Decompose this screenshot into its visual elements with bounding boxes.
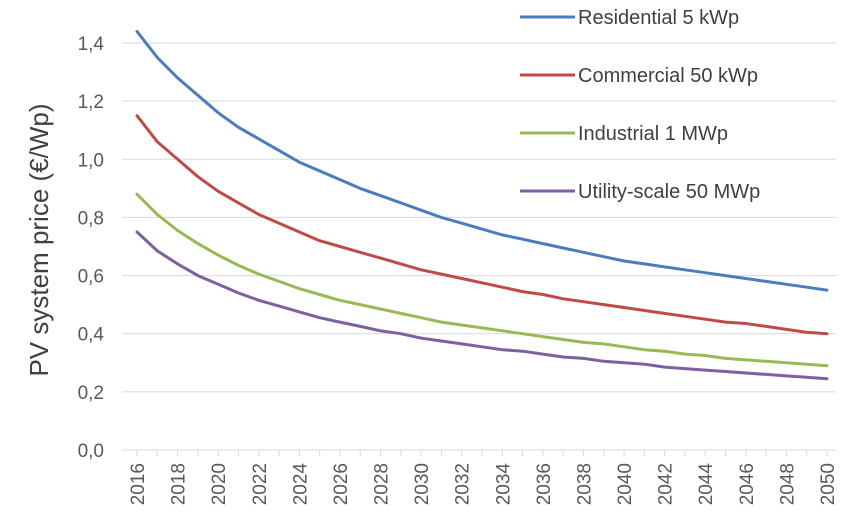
y-tick-label: 0,2 [78,383,104,404]
y-tick-label: 0,8 [78,208,104,229]
x-tick-label: 2038 [574,463,595,505]
x-tick-label: 2024 [290,463,311,506]
legend-label: Industrial 1 MWp [578,123,728,145]
y-tick-label: 0,6 [78,267,104,288]
legend: Residential 5 kWp Commercial 50 kWp Indust… [520,7,760,203]
x-tick-label: 2018 [169,463,190,505]
series-line-3 [135,192,829,368]
series-line-4 [135,230,829,381]
y-tick-label: 0,0 [78,441,104,462]
x-tick-label: 2032 [453,463,474,505]
grid [122,42,836,451]
legend-label: Commercial 50 kWp [578,65,758,87]
y-tick-label: 0,4 [78,325,105,346]
x-tick-label: 2020 [209,463,230,505]
x-tick-label: 2036 [534,463,555,505]
x-axis: 2016 2018 2020 2022 2024 2026 2028 2030 2032 2034… [128,450,839,505]
x-tick-label: 2042 [656,463,677,505]
series-line-2 [135,114,829,336]
x-tick-label: 2016 [128,463,149,505]
y-axis-title: PV system price (€/Wp) [24,103,54,376]
legend-label: Residential 5 kWp [578,7,739,29]
x-tick-label: 2046 [737,463,758,505]
x-tick-label: 2048 [777,463,798,505]
x-tick-label: 2022 [250,463,271,505]
x-tick-label: 2044 [696,463,717,506]
legend-label: Utility-scale 50 MWp [578,181,760,203]
y-tick-label: 1,4 [78,34,105,55]
series-lines [135,29,829,381]
x-tick-label: 2034 [493,463,514,506]
x-tick-label: 2030 [412,463,433,505]
y-tick-label: 1,2 [78,92,104,113]
series-line-1 [135,29,829,292]
x-tick-label: 2028 [372,463,393,505]
x-tick-label: 2026 [331,463,352,505]
y-axis: 0,0 0,2 0,4 0,6 0,8 1,0 1,2 1,4 [78,34,105,462]
x-tick-label: 2040 [615,463,636,505]
x-tick-label: 2050 [818,463,839,505]
y-tick-label: 1,0 [78,150,104,171]
